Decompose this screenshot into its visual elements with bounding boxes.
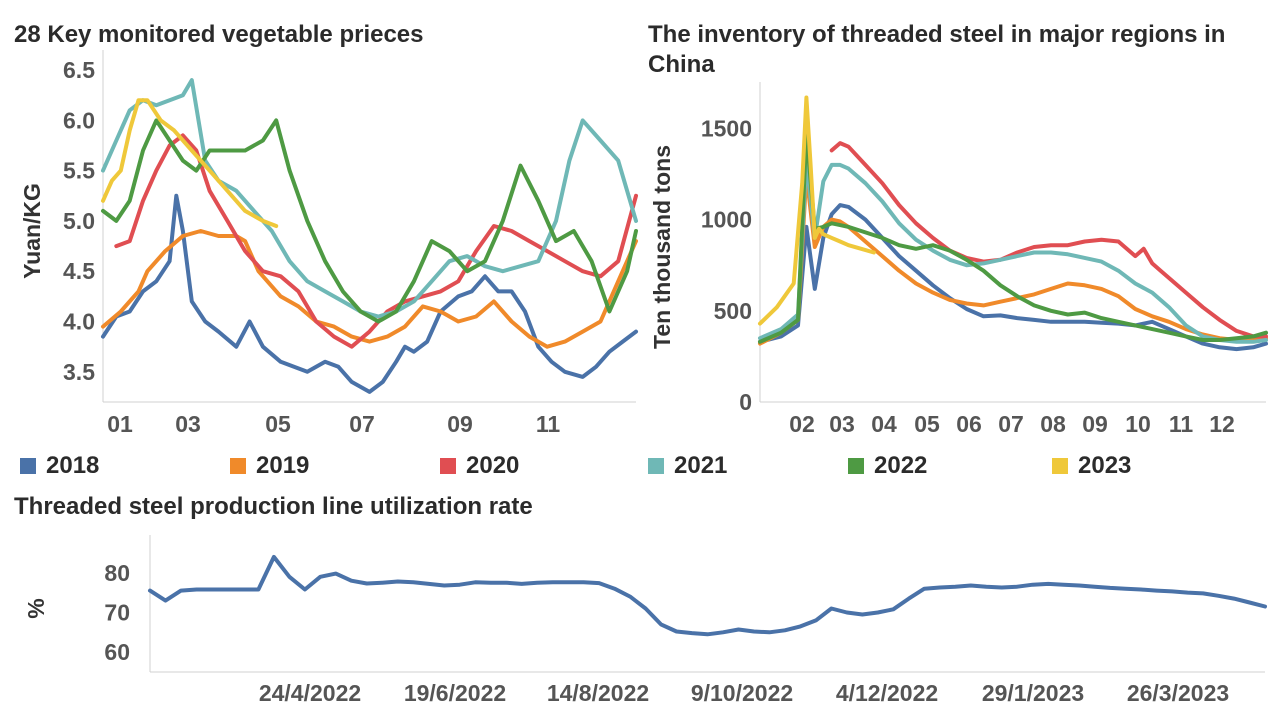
series-line-5: [758, 130, 1268, 344]
x-tick-label: 05: [914, 411, 940, 437]
x-tick-label: 29/1/2023: [982, 680, 1084, 706]
y-tick-label: 0: [739, 389, 752, 415]
y-tick-label: 4.5: [63, 258, 95, 284]
y-tick-label: 1000: [701, 207, 752, 233]
legend-item-2019: 2019: [230, 450, 309, 482]
chart1-title: 28 Key monitored vegetable prieces: [14, 21, 424, 48]
x-tick-label: 02: [789, 411, 815, 437]
legend-swatch: [1052, 458, 1068, 474]
x-tick-label: 24/4/2022: [259, 680, 361, 706]
x-tick-label: 10: [1125, 411, 1151, 437]
legend-label: 2021: [674, 452, 728, 479]
x-tick-label: 04: [871, 411, 897, 437]
series-line-6: [101, 98, 279, 228]
x-tick-label: 06: [956, 411, 982, 437]
series-line-4: [758, 157, 1268, 344]
y-tick-label: 6.5: [63, 57, 95, 83]
series-line-1: [148, 554, 1267, 637]
y-tick-label: 60: [104, 639, 130, 665]
steel-inventory-chart: 0 500 1000 1500 02 03 04 05 06 07 08 09 10 11 12 Ten th…: [649, 82, 1268, 437]
chart3-title: Threaded steel production line utilizati…: [14, 493, 533, 520]
y-axis-label: %: [23, 598, 49, 618]
series-line-4: [101, 78, 638, 319]
x-tick-label: 11: [1169, 411, 1194, 437]
legend-item-2018: 2018: [20, 450, 99, 482]
x-tick-label: 19/6/2022: [404, 680, 506, 706]
legend-swatch: [230, 458, 246, 474]
legend-label: 2018: [46, 452, 100, 479]
y-axis-label: Yuan/KG: [19, 183, 45, 279]
x-tick-label: 26/3/2023: [1127, 680, 1229, 706]
x-tick-label: 4/12/2022: [836, 680, 938, 706]
x-tick-label: 12: [1209, 411, 1235, 437]
y-tick-label: 70: [104, 599, 130, 625]
y-axis-label: Ten thousand tons: [649, 145, 675, 349]
x-tick-label: 07: [349, 411, 375, 437]
legend-label: 2020: [466, 452, 520, 479]
y-tick-label: 6.0: [63, 107, 95, 133]
y-tick-label: 5.5: [63, 158, 95, 184]
legend-swatch: [440, 458, 456, 474]
x-tick-label: 07: [998, 411, 1024, 437]
x-tick-label: 11: [536, 411, 561, 437]
series-line-6: [758, 95, 876, 326]
x-tick-label: 01: [107, 411, 133, 437]
y-tick-label: 3.5: [63, 359, 95, 385]
legend-label: 2022: [874, 452, 928, 479]
legend-label: 2019: [256, 452, 310, 479]
chart2-title: The inventory of threaded steel in major…: [648, 21, 1226, 78]
legend-swatch: [648, 458, 664, 474]
y-tick-label: 5.0: [63, 208, 95, 234]
legend-item-2022: 2022: [848, 450, 927, 482]
legend-swatch: [848, 458, 864, 474]
x-tick-label: 9/10/2022: [691, 680, 793, 706]
vegetable-price-chart: 3.5 4.0 4.5 5.0 5.5 6.0 6.5 01 03 05 07 09 11 Yuan/KG: [19, 50, 638, 437]
x-tick-label: 03: [829, 411, 855, 437]
y-tick-label: 80: [104, 560, 130, 586]
legend-label: 2023: [1078, 452, 1132, 479]
y-tick-label: 4.0: [63, 309, 95, 335]
legend: 2018 2019 2020 2021 2022 2023: [0, 450, 1280, 482]
legend-swatch: [20, 458, 36, 474]
series-line-3: [829, 141, 1268, 339]
legend-item-2023: 2023: [1052, 450, 1131, 482]
x-tick-label: 08: [1040, 411, 1066, 437]
utilization-rate-chart: 60 70 80 24/4/2022 19/6/2022 14/8/2022 9/10/20…: [23, 535, 1267, 706]
series-line-5: [101, 118, 638, 324]
legend-item-2020: 2020: [440, 450, 519, 482]
x-tick-label: 09: [1082, 411, 1108, 437]
x-tick-label: 14/8/2022: [547, 680, 649, 706]
y-tick-label: 500: [714, 298, 752, 324]
legend-item-2021: 2021: [648, 450, 727, 482]
x-tick-label: 05: [265, 411, 291, 437]
x-tick-label: 09: [447, 411, 473, 437]
x-tick-label: 03: [175, 411, 201, 437]
series-line-1: [101, 193, 638, 394]
y-tick-label: 1500: [701, 115, 752, 141]
